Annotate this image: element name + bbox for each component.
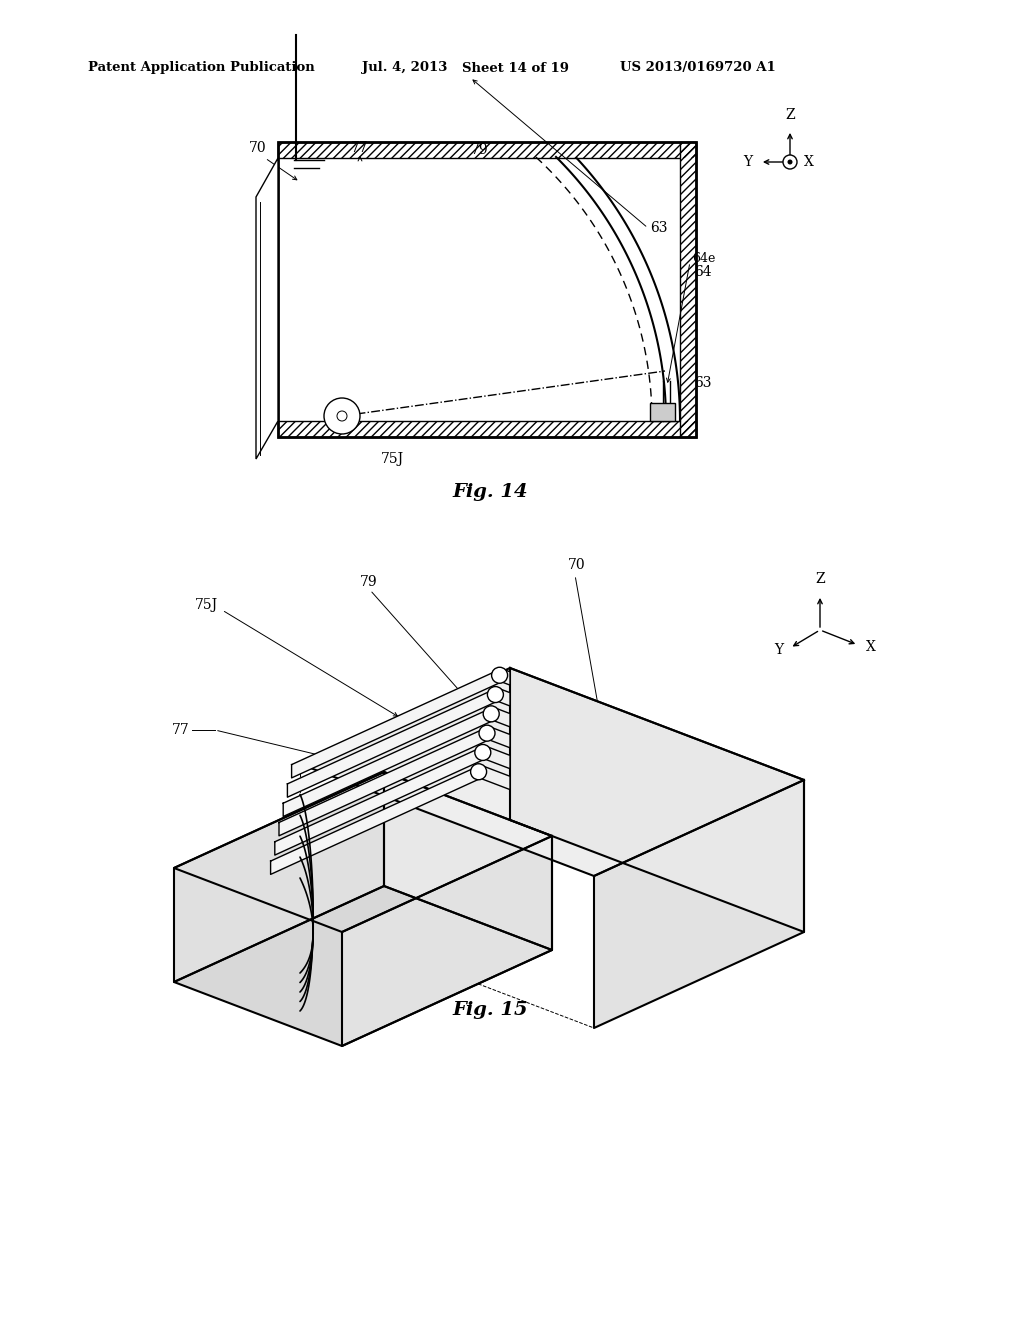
Bar <box>278 143 696 437</box>
Circle shape <box>337 411 347 421</box>
Text: 63: 63 <box>650 220 668 235</box>
Polygon shape <box>484 746 510 768</box>
Text: 79: 79 <box>471 143 488 157</box>
Polygon shape <box>284 708 494 817</box>
Polygon shape <box>510 668 804 932</box>
Circle shape <box>492 667 508 684</box>
Circle shape <box>324 399 360 434</box>
Circle shape <box>487 686 504 702</box>
Polygon shape <box>384 772 552 950</box>
Text: Jul. 4, 2013: Jul. 4, 2013 <box>362 62 447 74</box>
Circle shape <box>783 154 797 169</box>
Polygon shape <box>279 726 489 836</box>
Circle shape <box>483 706 500 722</box>
Text: 75: 75 <box>276 873 294 887</box>
Polygon shape <box>292 669 502 777</box>
Bar <box>278 421 696 437</box>
Text: 75J: 75J <box>381 451 403 466</box>
Text: Sheet 14 of 19: Sheet 14 of 19 <box>462 62 569 74</box>
Circle shape <box>479 725 495 741</box>
Polygon shape <box>480 766 510 789</box>
Text: Fig. 15: Fig. 15 <box>453 1001 527 1019</box>
Polygon shape <box>489 726 510 748</box>
Text: 64: 64 <box>694 265 712 279</box>
Text: 78: 78 <box>410 851 427 865</box>
Text: 75: 75 <box>258 355 276 370</box>
Text: Y: Y <box>742 154 752 169</box>
Bar <box>680 143 696 437</box>
Polygon shape <box>498 688 510 706</box>
Text: X: X <box>866 640 876 653</box>
Bar <box>278 421 696 437</box>
Text: 70: 70 <box>249 141 267 154</box>
Bar <box>278 143 696 437</box>
Bar <box>680 143 696 437</box>
Text: 70: 70 <box>568 558 586 572</box>
Polygon shape <box>274 746 484 855</box>
Polygon shape <box>300 668 804 876</box>
Text: Z: Z <box>785 108 795 121</box>
Polygon shape <box>270 766 480 874</box>
Text: Fig. 14: Fig. 14 <box>453 483 527 502</box>
Bar <box>650 403 675 421</box>
Polygon shape <box>494 708 510 727</box>
Text: 77: 77 <box>172 723 190 737</box>
Text: 77: 77 <box>351 141 369 154</box>
Polygon shape <box>342 836 552 1045</box>
Circle shape <box>471 764 486 780</box>
Circle shape <box>475 744 490 760</box>
Bar <box>278 143 696 158</box>
Bar <box>294 158 680 421</box>
Text: 63: 63 <box>694 376 712 389</box>
Text: 75J: 75J <box>195 598 218 612</box>
Text: 64e: 64e <box>692 252 716 264</box>
Polygon shape <box>502 669 510 685</box>
Circle shape <box>787 160 793 165</box>
Polygon shape <box>174 886 552 1045</box>
Text: Patent Application Publication: Patent Application Publication <box>88 62 314 74</box>
Text: 79: 79 <box>360 576 378 589</box>
Text: Z: Z <box>815 572 824 586</box>
Bar <box>278 143 696 158</box>
Polygon shape <box>594 780 804 1028</box>
Polygon shape <box>174 772 384 982</box>
Text: US 2013/0169720 A1: US 2013/0169720 A1 <box>620 62 776 74</box>
Text: X: X <box>804 154 814 169</box>
Text: Y: Y <box>774 643 783 657</box>
Polygon shape <box>256 158 278 459</box>
Polygon shape <box>174 772 552 932</box>
Polygon shape <box>288 688 498 797</box>
